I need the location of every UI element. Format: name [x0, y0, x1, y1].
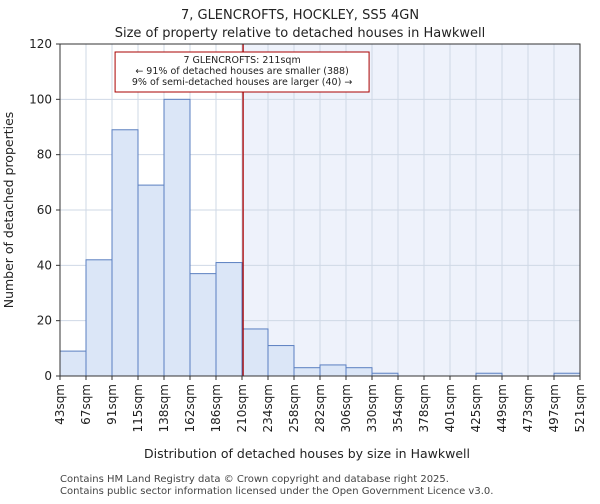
footer-line-1: Contains HM Land Registry data © Crown c… — [60, 474, 449, 485]
x-tick-label: 162sqm — [183, 384, 197, 432]
y-tick-label: 100 — [29, 92, 52, 106]
x-tick-label: 210sqm — [235, 384, 249, 432]
x-tick-label: 186sqm — [209, 384, 223, 432]
x-tick-label: 43sqm — [53, 384, 67, 425]
x-tick-label: 115sqm — [131, 384, 145, 432]
annotation-line-3: 9% of semi-detached houses are larger (4… — [132, 77, 352, 88]
x-tick-label: 521sqm — [573, 384, 587, 432]
bar-210sqm — [241, 328, 269, 377]
x-tick-label: 354sqm — [391, 384, 405, 432]
footer-line-2: Contains public sector information licen… — [60, 486, 493, 497]
x-tick-label: 330sqm — [365, 384, 379, 432]
x-tick-label: 91sqm — [105, 384, 119, 425]
y-tick-label: 60 — [37, 203, 52, 217]
x-tick-label: 282sqm — [313, 384, 327, 432]
x-axis-ticks: 43sqm 67sqm 91sqm 115sqm 138sqm 162sqm 186sqm 2… — [53, 376, 587, 432]
x-tick-label: 425sqm — [469, 384, 483, 432]
bar-282sqm — [319, 364, 347, 377]
annotation-box — [114, 51, 370, 93]
x-tick-label: 258sqm — [287, 384, 301, 432]
y-tick-label: 40 — [37, 258, 52, 272]
bar-67sqm — [85, 259, 113, 377]
bar-115sqm — [137, 184, 165, 377]
x-tick-label: 67sqm — [79, 384, 93, 425]
bar-186sqm — [215, 262, 243, 377]
bars — [59, 98, 581, 377]
x-tick-label: 306sqm — [339, 384, 353, 432]
y-axis-ticks: 0 20 40 60 80 100 120 — [29, 37, 60, 383]
x-tick-label: 378sqm — [417, 384, 431, 432]
bar-234sqm — [267, 345, 295, 377]
x-axis-label: Distribution of detached houses by size … — [144, 446, 470, 461]
chart-title: 7, GLENCROFTS, HOCKLEY, SS5 4GN — [181, 8, 419, 23]
x-tick-label: 449sqm — [495, 384, 509, 432]
bar-162sqm — [189, 273, 217, 377]
bar-306sqm — [345, 367, 373, 377]
x-tick-label: 473sqm — [521, 384, 535, 432]
y-tick-label: 0 — [44, 369, 52, 383]
y-tick-label: 20 — [37, 314, 52, 328]
y-tick-label: 120 — [29, 37, 52, 51]
annotation-line-1: 7 GLENCROFTS: 211sqm — [183, 55, 300, 66]
chart-subtitle: Size of property relative to detached ho… — [115, 26, 486, 41]
x-tick-label: 138sqm — [157, 384, 171, 432]
bar-138sqm — [163, 98, 191, 377]
x-tick-label: 497sqm — [547, 384, 561, 432]
annotation-line-2: ← 91% of detached houses are smaller (38… — [135, 66, 348, 77]
y-tick-label: 80 — [37, 148, 52, 162]
bar-43sqm — [59, 350, 87, 377]
y-axis-label: Number of detached properties — [1, 112, 16, 309]
bar-91sqm — [111, 129, 139, 377]
bar-258sqm — [293, 367, 321, 377]
x-tick-label: 234sqm — [261, 384, 275, 432]
x-tick-label: 401sqm — [443, 384, 457, 432]
